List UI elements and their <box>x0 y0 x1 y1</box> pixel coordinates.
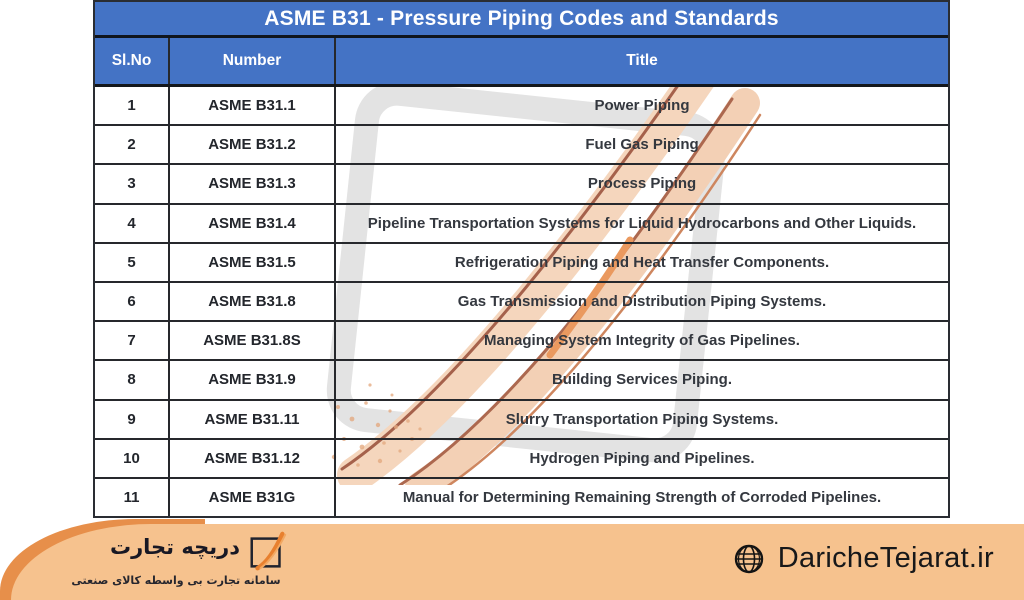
cell-number: ASME B31G <box>170 478 336 517</box>
column-header-number: Number <box>170 38 336 84</box>
cell-slno: 5 <box>95 243 170 281</box>
table-row: 1 ASME B31.1 Power Piping <box>95 87 948 127</box>
cell-slno: 10 <box>95 439 170 477</box>
brand-swoosh-square-icon <box>250 531 287 571</box>
cell-number: ASME B31.5 <box>170 243 336 281</box>
brand-watermark-icon <box>326 57 762 502</box>
website-url: DaricheTejarat.ir <box>777 542 994 574</box>
cell-slno: 9 <box>95 400 170 438</box>
cell-number: ASME B31.9 <box>170 361 336 399</box>
table-row: 8 ASME B31.9 Building Services Piping. <box>95 361 948 401</box>
cell-title: Slurry Transportation Piping Systems. <box>505 410 779 428</box>
cell-title: Hydrogen Piping and Pipelines. <box>529 449 755 467</box>
cell-title: Manual for Determining Remaining Strengt… <box>402 488 882 506</box>
globe-icon <box>734 544 763 573</box>
cell-title: Managing System Integrity of Gas Pipelin… <box>484 332 800 350</box>
cell-slno: 1 <box>95 87 170 125</box>
cell-slno: 3 <box>95 165 170 203</box>
cell-slno: 6 <box>95 282 170 321</box>
table-header-row: Sl.No Number Title <box>95 38 948 87</box>
cell-title: Fuel Gas Piping <box>585 136 699 154</box>
footer-band <box>11 524 1024 600</box>
column-header-slno: Sl.No <box>95 38 170 84</box>
table-title: ASME B31 - Pressure Piping Codes and Sta… <box>95 2 948 38</box>
table-row: 11 ASME B31G Manual for Determining Rema… <box>95 478 948 517</box>
table-body: 1 ASME B31.1 Power Piping 2 ASME B31.2 F… <box>95 87 948 517</box>
brand-watermark <box>300 55 780 502</box>
cell-title: Building Services Piping. <box>551 371 733 389</box>
cell-number: ASME B31.4 <box>170 204 336 242</box>
brand-name: دریچه تجارت <box>109 535 240 559</box>
cell-number: ASME B31.2 <box>170 126 336 164</box>
brand-tagline: سامانه تجارت بی واسطه کالای صنعتی <box>71 574 281 587</box>
table-row: 2 ASME B31.2 Fuel Gas Piping <box>95 126 948 166</box>
cell-number: ASME B31.11 <box>170 400 336 438</box>
table-row: 3 ASME B31.3 Process Piping <box>95 165 948 205</box>
cell-number: ASME B31.1 <box>170 87 336 125</box>
table-row: 9 ASME B31.11 Slurry Transportation Pipi… <box>95 400 948 440</box>
table-row: 6 ASME B31.8 Gas Transmission and Distri… <box>95 282 948 323</box>
table-row: 4 ASME B31.4 Pipeline Transportation Sys… <box>95 204 948 244</box>
asme-table: ASME B31 - Pressure Piping Codes and Sta… <box>93 0 950 518</box>
table-row: 5 ASME B31.5 Refrigeration Piping and He… <box>95 243 948 283</box>
cell-number: ASME B31.12 <box>170 439 336 477</box>
table-row: 10 ASME B31.12 Hydrogen Piping and Pipel… <box>95 439 948 479</box>
cell-number: ASME B31.8S <box>170 322 336 360</box>
cell-number: ASME B31.8 <box>170 282 336 321</box>
column-header-title: Title <box>626 52 658 69</box>
cell-slno: 11 <box>95 478 170 517</box>
cell-slno: 8 <box>95 361 170 399</box>
cell-title: Refrigeration Piping and Heat Transfer C… <box>454 253 830 271</box>
cell-slno: 7 <box>95 322 170 360</box>
cell-slno: 4 <box>95 204 170 242</box>
cell-slno: 2 <box>95 126 170 164</box>
footer-banner: دریچه تجارت سامانه تجارت بی واسطه کالای … <box>0 519 1024 600</box>
table-row: 7 ASME B31.8S Managing System Integrity … <box>95 322 948 362</box>
cell-title: Gas Transmission and Distribution Piping… <box>457 293 827 311</box>
brand-logo: دریچه تجارت سامانه تجارت بی واسطه کالای … <box>62 529 290 593</box>
cell-title: Pipeline Transportation Systems for Liqu… <box>367 214 917 232</box>
website-link[interactable]: DaricheTejarat.ir <box>733 542 994 575</box>
cell-title: Process Piping <box>587 175 697 193</box>
cell-number: ASME B31.3 <box>170 165 336 203</box>
cell-title: Power Piping <box>594 97 690 115</box>
